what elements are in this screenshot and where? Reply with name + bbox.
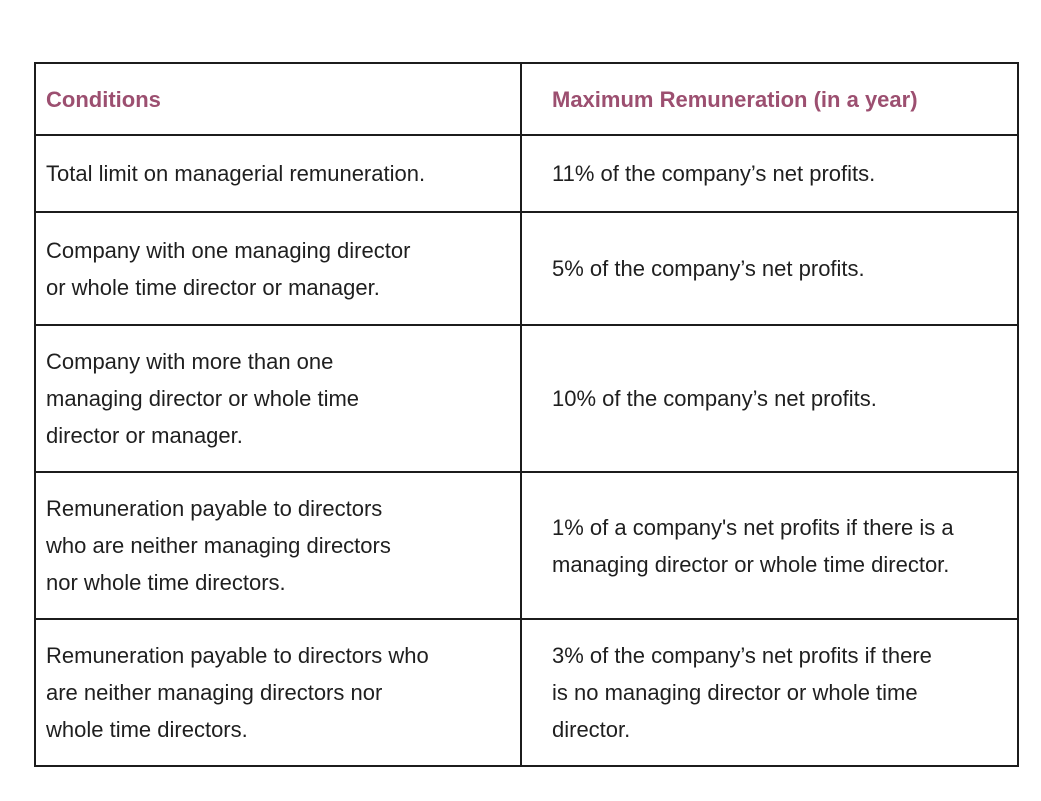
maximum-line: 5% of the company’s net profits.	[552, 256, 865, 281]
maximum-line: director.	[552, 717, 631, 742]
condition-cell: Total limit on managerial remuneration.	[34, 134, 522, 213]
maximum-line: is no managing director or whole time	[552, 680, 918, 705]
table-row: Remuneration payable to directors who ar…	[34, 471, 1019, 620]
condition-line: Remuneration payable to directors who	[46, 643, 429, 668]
maximum-cell: 11% of the company’s net profits.	[520, 134, 1019, 213]
maximum-cell: 10% of the company’s net profits.	[520, 324, 1019, 473]
remuneration-table-container: Conditions Maximum Remuneration (in a ye…	[34, 62, 1019, 767]
table-row: Remuneration payable to directors who ar…	[34, 618, 1019, 767]
maximum-line: 3% of the company’s net profits if there	[552, 643, 932, 668]
remuneration-table: Conditions Maximum Remuneration (in a ye…	[34, 62, 1019, 767]
condition-cell: Company with one managing director or wh…	[34, 211, 522, 326]
condition-line: Company with one managing director	[46, 237, 411, 263]
condition-cell: Remuneration payable to directors who ar…	[34, 618, 522, 767]
maximum-cell: 3% of the company’s net profits if there…	[520, 618, 1019, 767]
condition-line: Company with more than one	[46, 349, 334, 374]
header-conditions: Conditions	[34, 62, 522, 136]
condition-cell: Company with more than one managing dire…	[34, 324, 522, 473]
header-maximum-remuneration: Maximum Remuneration (in a year)	[520, 62, 1019, 136]
condition-line: Remuneration payable to directors	[46, 496, 383, 521]
condition-line: managing director or whole time	[46, 386, 360, 411]
condition-line: whole time directors.	[46, 717, 248, 742]
condition-cell: Remuneration payable to directors who ar…	[34, 471, 522, 620]
condition-line: are neither managing directors nor	[46, 680, 383, 705]
maximum-line: 1% of a company's net profits if there i…	[552, 514, 954, 540]
maximum-cell: 1% of a company's net profits if there i…	[520, 471, 1019, 620]
condition-line: Total limit on managerial remuneration.	[46, 161, 426, 186]
condition-line: director or manager.	[46, 423, 243, 448]
condition-line: nor whole time directors.	[46, 570, 286, 595]
table-row: Total limit on managerial remuneration. …	[34, 134, 1019, 213]
maximum-cell: 5% of the company’s net profits.	[520, 211, 1019, 326]
condition-line: or whole time director or manager.	[46, 274, 380, 300]
maximum-line: 11% of the company’s net profits.	[552, 161, 876, 186]
table-row: Company with more than one managing dire…	[34, 324, 1019, 473]
condition-line: who are neither managing directors	[46, 533, 391, 558]
table-row: Company with one managing director or wh…	[34, 211, 1019, 326]
maximum-line: 10% of the company’s net profits.	[552, 386, 877, 411]
maximum-line: managing director or whole time director…	[552, 551, 950, 577]
table-header-row: Conditions Maximum Remuneration (in a ye…	[34, 62, 1019, 136]
